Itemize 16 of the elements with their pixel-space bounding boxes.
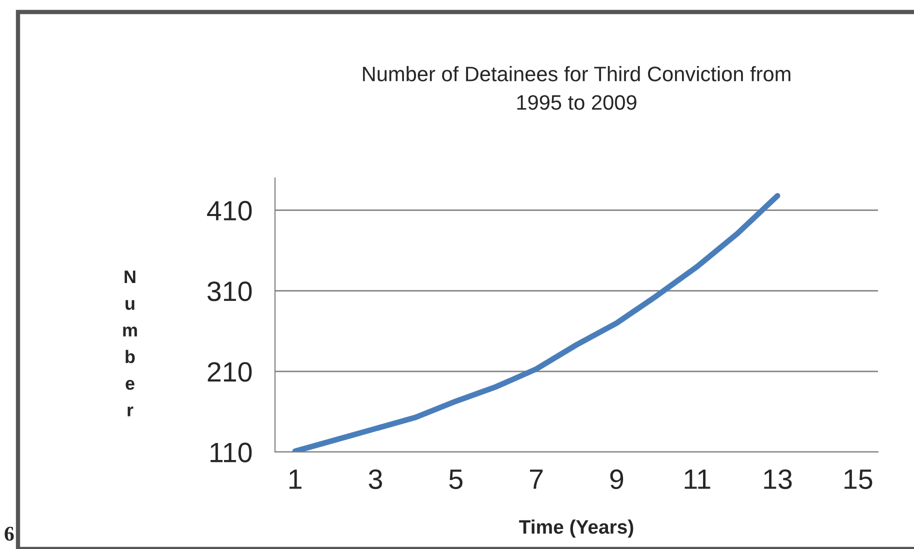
x-axis-title: Time (Years)	[519, 520, 634, 538]
chart-title: Number of Detainees for Third Conviction from 1995 to 2009	[363, 66, 790, 110]
y-tick-label: 210	[208, 362, 252, 382]
x-tick-label: 11	[684, 470, 710, 489]
y-tick-label: 410	[207, 200, 252, 221]
y-axis-title: Number	[123, 270, 137, 416]
x-tick-label: 9	[610, 469, 624, 490]
x-tick-label: 3	[368, 469, 382, 490]
y-tick-label: 110	[210, 442, 252, 462]
x-tick-label: 15	[844, 470, 872, 490]
x-tick-label: 7	[530, 470, 543, 489]
x-tick-label: 1	[289, 470, 302, 489]
x-tick-label: 5	[449, 470, 462, 490]
x-tick-label: 13	[764, 469, 792, 490]
text: 6	[4, 526, 14, 541]
y-tick-label: 310	[207, 281, 252, 302]
